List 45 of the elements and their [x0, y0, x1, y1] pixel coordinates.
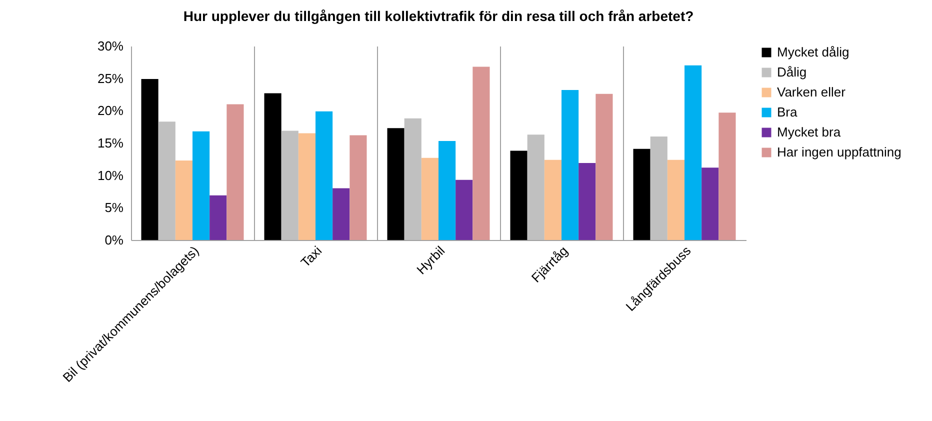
y-tick-label: 25%: [97, 70, 124, 86]
bar: [421, 158, 438, 240]
bar: [387, 128, 404, 240]
bar: [667, 160, 684, 240]
bar: [650, 136, 668, 240]
y-tick-label: 10%: [97, 168, 124, 183]
bar: [281, 130, 298, 240]
bar: [350, 135, 367, 240]
legend-label: Mycket dålig: [777, 44, 850, 60]
y-tick-label: 15%: [97, 136, 124, 150]
bar: [332, 188, 350, 240]
legend-label: Varken eller: [777, 84, 846, 100]
y-tick-label: 5%: [104, 200, 124, 216]
bar: [158, 122, 176, 240]
bar: [210, 195, 227, 240]
legend-label: Mycket bra: [777, 124, 842, 140]
y-tick-label: 0%: [104, 232, 124, 248]
legend-label: Bra: [777, 104, 798, 120]
bar: [226, 104, 244, 240]
bar: [438, 141, 456, 240]
bar: [596, 94, 613, 240]
legend-label: Dålig: [777, 64, 807, 80]
bar: [316, 111, 333, 240]
y-tick-label: 30%: [97, 38, 124, 54]
bar: [264, 93, 282, 240]
chart-title: Hur upplever du tillgången till kollektivtrafik för din resa till och från arbetet?: [183, 8, 694, 24]
y-tick-label: 20%: [97, 103, 124, 118]
bar: [192, 131, 210, 240]
bar: [141, 78, 158, 240]
legend-label: Har ingen uppfattning: [777, 144, 902, 160]
bar: [527, 134, 544, 240]
bar: [633, 148, 650, 240]
bar: [702, 168, 719, 240]
bar: [544, 160, 562, 240]
bar: [404, 118, 422, 240]
bar: [578, 163, 596, 240]
bar: [510, 150, 528, 240]
bar: [298, 133, 316, 240]
x-tick-label: Taxi: [298, 243, 325, 270]
bar: [175, 160, 192, 240]
bar: [684, 65, 702, 240]
bar: [456, 180, 473, 240]
bar: [472, 66, 490, 240]
bar: [718, 112, 736, 240]
bar: [562, 90, 579, 240]
